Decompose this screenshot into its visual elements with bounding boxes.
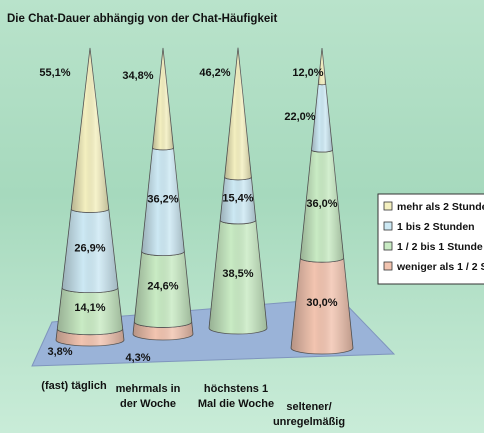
data-label-3-2: 38,5% bbox=[222, 268, 253, 280]
data-label-2-3: 36,2% bbox=[147, 193, 178, 205]
category-label-4-2: unregelmäßig bbox=[273, 416, 345, 428]
segment-shade-2-4 bbox=[152, 48, 174, 150]
category-labels: (fast) täglich mehrmals in der Woche höchst… bbox=[41, 380, 345, 428]
category-label-3-2: Mal die Woche bbox=[198, 398, 274, 410]
chart-title: Die Chat-Dauer abhängig von der Chat-Häu… bbox=[7, 13, 277, 25]
segment-shade-1-3 bbox=[62, 209, 118, 293]
legend-swatch-3 bbox=[383, 241, 393, 251]
legend-swatch-1 bbox=[383, 201, 393, 211]
category-label-2-1: mehrmals in bbox=[116, 383, 181, 395]
data-label-4-2: 36,0% bbox=[306, 198, 337, 210]
legend: mehr als 2 Stunden 1 bis 2 Stunden 1 / 2 b… bbox=[377, 193, 484, 285]
data-label-4-1: 30,0% bbox=[306, 297, 337, 309]
segment-shade-2-2 bbox=[134, 251, 192, 328]
segment-shade-3-4 bbox=[224, 47, 252, 180]
legend-label-1: mehr als 2 Stunden bbox=[397, 201, 484, 213]
cone-3 bbox=[208, 47, 268, 335]
segment-shade-4-4 bbox=[318, 48, 326, 85]
legend-box bbox=[377, 193, 484, 285]
cones-group: 3,8% 14,1% 26,9% 55,1% 4,3% 24,6% 36,2% 34,8% 38… bbox=[39, 47, 354, 364]
data-label-1-2: 14,1% bbox=[74, 302, 105, 314]
segment-shade-4-2 bbox=[300, 150, 344, 263]
segment-shade-2-1 bbox=[133, 321, 193, 340]
category-label-4-1: seltener/ bbox=[286, 401, 331, 413]
segment-shade-2-3 bbox=[141, 147, 185, 256]
data-label-3-4: 46,2% bbox=[199, 67, 230, 79]
data-label-2-4: 34,8% bbox=[122, 70, 153, 82]
legend-swatch-2 bbox=[383, 221, 393, 231]
legend-label-2: 1 bis 2 Stunden bbox=[397, 221, 475, 233]
data-label-2-2: 24,6% bbox=[147, 280, 178, 292]
category-label-2-2: der Woche bbox=[120, 398, 176, 410]
data-label-2-1: 4,3% bbox=[125, 352, 150, 364]
data-label-1-1: 3,8% bbox=[47, 346, 72, 358]
segment-shade-1-4 bbox=[71, 48, 109, 213]
data-label-1-4: 55,1% bbox=[39, 67, 70, 79]
segment-shade-1-1 bbox=[56, 328, 124, 346]
data-label-4-4: 12,0% bbox=[292, 67, 323, 79]
category-label-1-1: (fast) täglich bbox=[41, 380, 107, 392]
cone-4 bbox=[290, 47, 354, 355]
cone-2 bbox=[132, 47, 194, 341]
data-label-4-3: 22,0% bbox=[284, 111, 315, 123]
segment-shade-1-2 bbox=[57, 287, 123, 335]
legend-label-4: weniger als 1 / 2 Stunde bbox=[396, 261, 484, 273]
segment-shade-4-1 bbox=[291, 258, 353, 354]
legend-swatch-4 bbox=[383, 261, 393, 271]
legend-label-3: 1 / 2 bis 1 Stunde bbox=[397, 241, 483, 253]
data-label-1-3: 26,9% bbox=[74, 242, 105, 254]
segment-shade-4-3 bbox=[311, 84, 333, 153]
data-label-3-3: 15,4% bbox=[222, 193, 253, 205]
cone-1 bbox=[55, 47, 125, 347]
category-label-3-1: höchstens 1 bbox=[204, 383, 268, 395]
segment-shade-3-3 bbox=[220, 177, 256, 224]
segment-shade-3-2 bbox=[209, 220, 267, 334]
